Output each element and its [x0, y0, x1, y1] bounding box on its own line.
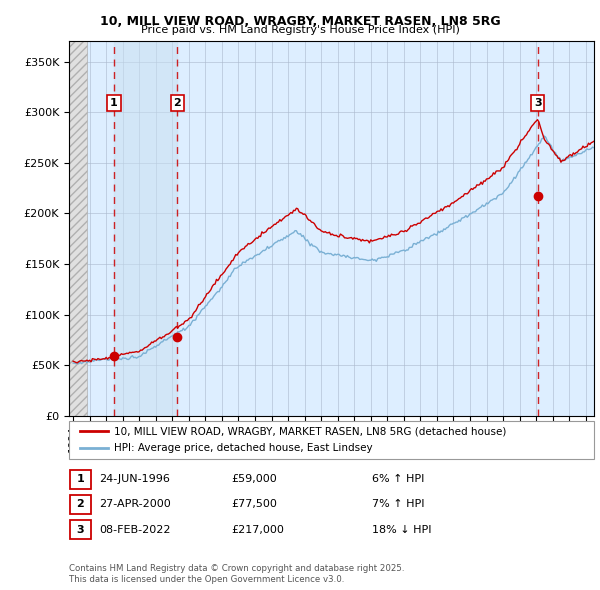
Text: 24-JUN-1996: 24-JUN-1996: [99, 474, 170, 484]
Text: Price paid vs. HM Land Registry's House Price Index (HPI): Price paid vs. HM Land Registry's House …: [140, 25, 460, 35]
Text: 18% ↓ HPI: 18% ↓ HPI: [372, 525, 431, 535]
Text: 3: 3: [77, 525, 84, 535]
Text: 7% ↑ HPI: 7% ↑ HPI: [372, 500, 425, 509]
Bar: [69, 41, 87, 416]
Text: 2: 2: [173, 98, 181, 108]
Text: 10, MILL VIEW ROAD, WRAGBY, MARKET RASEN, LN8 5RG (detached house): 10, MILL VIEW ROAD, WRAGBY, MARKET RASEN…: [113, 427, 506, 437]
Text: This data is licensed under the Open Government Licence v3.0.: This data is licensed under the Open Gov…: [69, 575, 344, 584]
Text: 27-APR-2000: 27-APR-2000: [99, 500, 171, 509]
FancyBboxPatch shape: [70, 495, 91, 514]
FancyBboxPatch shape: [70, 520, 91, 539]
FancyBboxPatch shape: [69, 421, 594, 459]
Text: 08-FEB-2022: 08-FEB-2022: [99, 525, 170, 535]
Text: Contains HM Land Registry data © Crown copyright and database right 2025.: Contains HM Land Registry data © Crown c…: [69, 565, 404, 573]
Text: 1: 1: [110, 98, 118, 108]
Text: 3: 3: [534, 98, 542, 108]
Text: £59,000: £59,000: [231, 474, 277, 484]
Text: £77,500: £77,500: [231, 500, 277, 509]
Text: HPI: Average price, detached house, East Lindsey: HPI: Average price, detached house, East…: [113, 443, 372, 453]
Text: 2: 2: [77, 500, 84, 509]
Text: 6% ↑ HPI: 6% ↑ HPI: [372, 474, 424, 484]
Text: £217,000: £217,000: [231, 525, 284, 535]
Bar: [114, 41, 178, 416]
FancyBboxPatch shape: [70, 470, 91, 489]
Text: 10, MILL VIEW ROAD, WRAGBY, MARKET RASEN, LN8 5RG: 10, MILL VIEW ROAD, WRAGBY, MARKET RASEN…: [100, 15, 500, 28]
Text: 1: 1: [77, 474, 84, 484]
